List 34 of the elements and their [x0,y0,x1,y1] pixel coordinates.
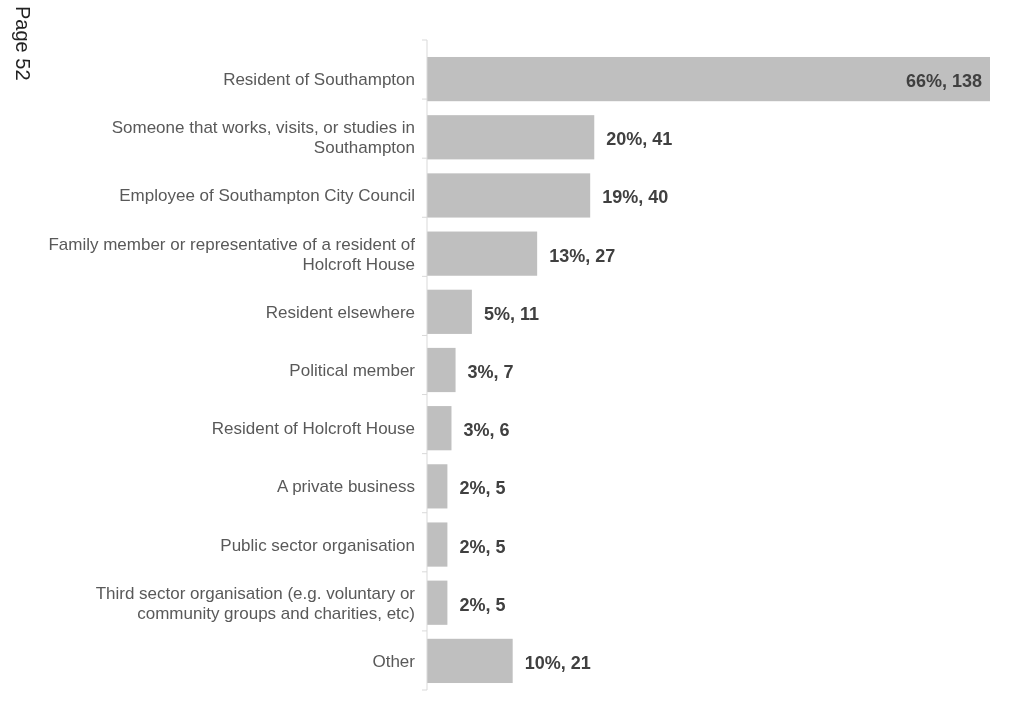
y-tick-label: Resident elsewhere [265,302,415,322]
bar [427,522,448,567]
bar [427,173,591,218]
y-tick-label: Public sector organisation [220,535,415,555]
data-label: 10%, 21 [524,652,591,673]
bar [427,464,448,509]
y-tick-label: Someone that works, visits, or studies in Southampton [111,117,415,157]
bar [427,56,990,102]
data-label: 2%, 5 [459,536,506,557]
bar [427,638,513,684]
data-label: 5%, 11 [483,303,539,324]
data-label: 3%, 6 [463,420,510,441]
data-label: 66%, 138 [905,71,982,92]
bar [427,289,472,334]
y-tick-label: Resident of Southampton [223,69,415,89]
bar [427,115,595,160]
bar [427,580,448,625]
y-tick-label: Political member [289,360,416,380]
data-label: 20%, 41 [606,129,673,150]
y-tick-label: A private business [277,476,415,496]
y-tick-label: Resident of Holcroft House [211,418,415,438]
data-label: 13%, 27 [549,245,616,266]
bar [427,347,456,393]
text: Page 52 [12,6,34,81]
data-label: 2%, 5 [459,478,506,499]
y-tick-label: Other [372,651,416,671]
data-label: 3%, 7 [467,362,514,382]
bar [427,406,452,451]
bar [427,231,538,276]
y-tick-label: Third sector organisation (e.g. voluntary or community groups and charities, etc) [95,583,416,623]
data-label: 2%, 5 [459,594,506,615]
y-tick-label: Family member or representative of a resident of Holcroft House [48,234,416,274]
y-tick-label: Employee of Southampton City Council [119,185,415,205]
data-label: 19%, 40 [602,187,669,208]
